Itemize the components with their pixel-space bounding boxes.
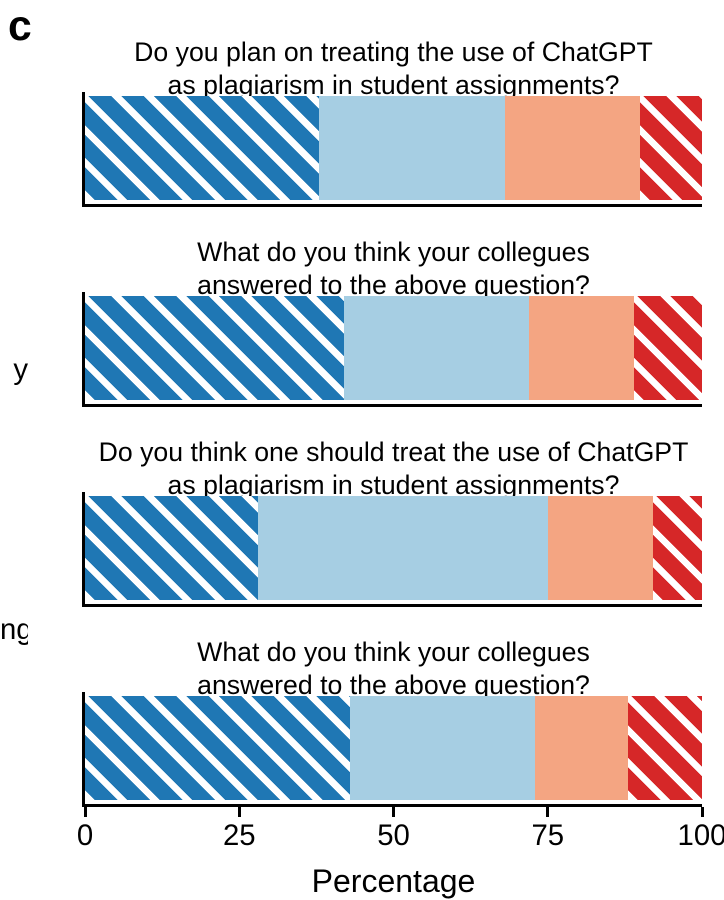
bar-track-1 bbox=[85, 296, 702, 400]
x-tick-4 bbox=[701, 807, 704, 817]
bar-baseline-2 bbox=[82, 604, 702, 607]
x-tick-label-1: 25 bbox=[223, 819, 256, 853]
bar-3-segment-1 bbox=[350, 696, 535, 800]
bar-track-3 bbox=[85, 696, 702, 800]
bar-question-3: What do you think your collegues answere… bbox=[85, 636, 702, 703]
bar-track-0 bbox=[85, 96, 702, 200]
bar-question-0: Do you plan on treating the use of ChatG… bbox=[85, 36, 702, 103]
bar-baseline-0 bbox=[82, 204, 702, 207]
bar-0-segment-1 bbox=[319, 96, 504, 200]
x-tick-label-4: 100 bbox=[678, 819, 724, 853]
x-tick-label-0: 0 bbox=[77, 819, 93, 853]
panel-label: c bbox=[8, 2, 32, 51]
bar-2-segment-1 bbox=[258, 496, 548, 600]
bar-0-segment-3 bbox=[640, 96, 702, 200]
bar-2-segment-3 bbox=[653, 496, 702, 600]
bar-3-segment-0 bbox=[85, 696, 350, 800]
bar-2-segment-2 bbox=[548, 496, 653, 600]
bar-0-segment-0 bbox=[85, 96, 319, 200]
bar-2-segment-0 bbox=[85, 496, 258, 600]
figure-panel-c: c y ng Do you plan on treating the use of… bbox=[0, 0, 724, 894]
x-tick-0 bbox=[84, 807, 87, 817]
bar-1-segment-0 bbox=[85, 296, 344, 400]
bar-3-segment-3 bbox=[628, 696, 702, 800]
x-axis-title: Percentage bbox=[312, 863, 476, 900]
x-tick-1 bbox=[238, 807, 241, 817]
left-clipped-label-0: y bbox=[0, 353, 28, 387]
x-tick-3 bbox=[546, 807, 549, 817]
x-tick-label-2: 50 bbox=[377, 819, 410, 853]
bar-track-2 bbox=[85, 496, 702, 600]
bar-question-2: Do you think one should treat the use of… bbox=[85, 436, 702, 503]
bar-1-segment-2 bbox=[529, 296, 634, 400]
left-clipped-label-1: ng bbox=[0, 613, 28, 647]
bar-3-segment-2 bbox=[535, 696, 628, 800]
bar-1-segment-1 bbox=[344, 296, 529, 400]
x-tick-2 bbox=[392, 807, 395, 817]
bar-0-segment-2 bbox=[505, 96, 641, 200]
bar-baseline-1 bbox=[82, 404, 702, 407]
bar-question-1: What do you think your collegues answere… bbox=[85, 236, 702, 303]
x-tick-label-3: 75 bbox=[531, 819, 564, 853]
bar-1-segment-3 bbox=[634, 296, 702, 400]
